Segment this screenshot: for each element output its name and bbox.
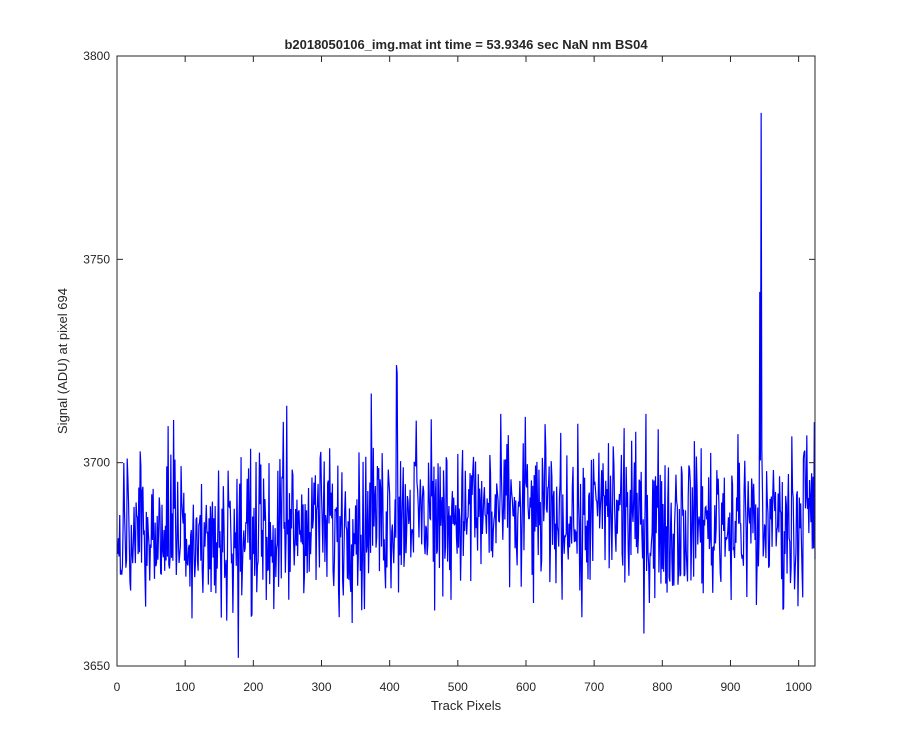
y-axis-label: Signal (ADU) at pixel 694	[55, 288, 70, 434]
x-tick-label: 600	[516, 680, 536, 694]
x-axis-label: Track Pixels	[431, 698, 502, 713]
x-tick-label: 0	[114, 680, 121, 694]
plot-area	[117, 112, 816, 658]
x-tick-label: 800	[652, 680, 672, 694]
y-tick-label: 3650	[83, 659, 110, 673]
x-tick-label: 700	[584, 680, 604, 694]
x-tick-label: 200	[243, 680, 263, 694]
axes-box	[116, 55, 816, 667]
y-tick-label: 3800	[83, 49, 110, 63]
x-tick-label: 300	[311, 680, 331, 694]
y-tick-label: 3750	[83, 252, 110, 266]
x-tick-label: 100	[175, 680, 195, 694]
x-tick-label: 400	[380, 680, 400, 694]
x-tick-label: 1000	[785, 680, 812, 694]
series-line	[117, 112, 816, 658]
y-tick-label: 3700	[83, 456, 110, 470]
x-tick-label: 900	[720, 680, 740, 694]
x-tick-label: 500	[448, 680, 468, 694]
chart-title: b2018050106_img.mat int time = 53.9346 s…	[284, 37, 648, 52]
axes: 0 100 200 300 400 500 600 700 800 900 1000 3650 3700…	[83, 49, 815, 694]
